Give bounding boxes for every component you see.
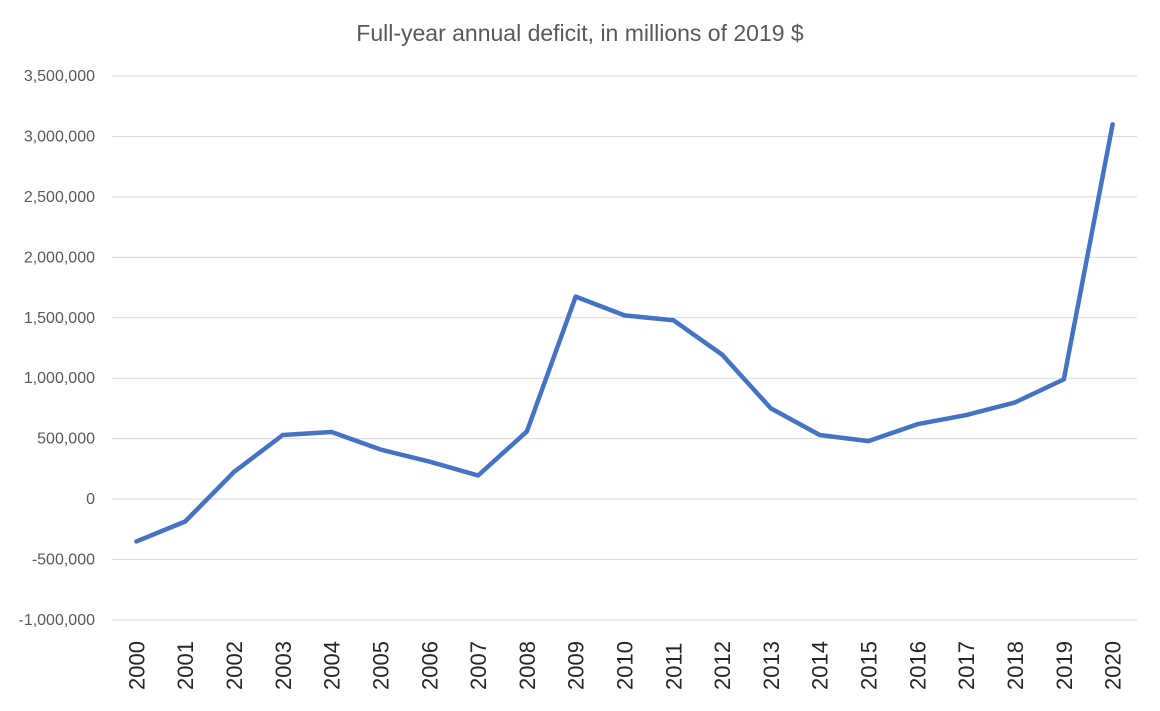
x-tick-label: 2001 — [173, 641, 198, 690]
y-tick-label: 3,500,000 — [24, 68, 95, 85]
x-tick-label: 2009 — [564, 641, 589, 690]
x-tick-label: 2019 — [1052, 641, 1077, 690]
y-tick-label: 500,000 — [37, 431, 95, 448]
x-tick-label: 2008 — [515, 641, 540, 690]
gridlines — [112, 75, 1137, 621]
y-tick-label: 1,500,000 — [24, 310, 95, 327]
x-tick-label: 2013 — [759, 641, 784, 690]
x-tick-label: 2000 — [124, 641, 149, 690]
x-tick-label: 2006 — [417, 641, 442, 690]
x-tick-label: 2020 — [1101, 641, 1126, 690]
x-tick-label: 2011 — [661, 643, 686, 690]
series-layer — [134, 122, 1115, 544]
x-tick-label: 2012 — [710, 641, 735, 690]
x-tick-label: 2010 — [613, 641, 638, 690]
x-tick-label: 2015 — [857, 641, 882, 690]
y-tick-label: 2,000,000 — [24, 249, 95, 266]
x-tick-label: 2007 — [466, 641, 491, 690]
series-line — [134, 122, 1115, 544]
chart-title: Full-year annual deficit, in millions of… — [356, 20, 804, 46]
x-tick-label: 2014 — [808, 641, 833, 690]
y-tick-label: 3,000,000 — [24, 128, 95, 145]
y-tick-label: 2,500,000 — [24, 189, 95, 206]
y-tick-label: -500,000 — [32, 552, 95, 569]
y-tick-label: -1,000,000 — [18, 612, 95, 629]
x-tick-label: 2017 — [954, 641, 979, 690]
y-tick-label: 1,000,000 — [24, 370, 95, 387]
x-axis-ticks: 2000 2001 2002 2003 2004 2005 2006 2007 2008 2009… — [124, 641, 1125, 690]
y-tick-label: 0 — [86, 491, 95, 508]
y-axis-ticks: -1,000,000 -500,000 0 500,000 1,000,000 1,500… — [18, 68, 95, 629]
x-tick-label: 2004 — [320, 641, 345, 690]
x-tick-label: 2003 — [271, 641, 296, 690]
x-tick-label: 2002 — [222, 641, 247, 690]
x-tick-label: 2018 — [1003, 641, 1028, 690]
x-tick-label: 2016 — [905, 641, 930, 690]
x-tick-label: 2005 — [368, 641, 393, 690]
